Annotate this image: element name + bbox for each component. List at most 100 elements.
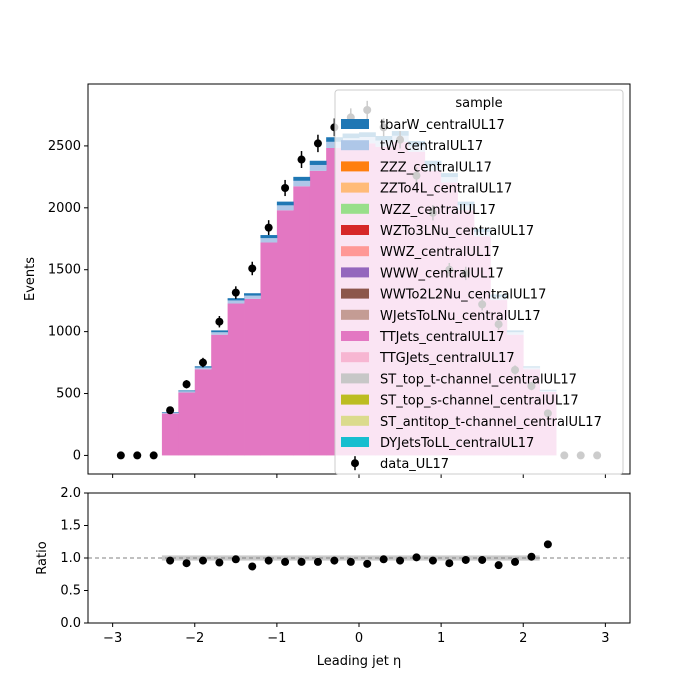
legend-swatch (341, 246, 369, 257)
x-tick-label: 1 (437, 631, 445, 646)
ratio-plot-panel: 0.0 0.5 1.0 1.5 2.0 −3 −2 −1 0 1 2 3 Ratio Leading … (35, 486, 631, 669)
legend-entry: tbarW_centralUL17 (341, 118, 505, 133)
hist-bar-ttjets-centralul17 (244, 298, 261, 456)
legend-label: ZZZ_centralUL17 (380, 160, 492, 175)
legend-swatch (341, 161, 369, 172)
hist-bar-tw-centralul17 (260, 238, 278, 243)
x-tick-label: 2 (519, 631, 527, 646)
legend-entry: ZZTo4L_centralUL17 (341, 182, 512, 197)
ratio-point (478, 555, 487, 564)
legend-label: WWZ_centralUL17 (380, 245, 500, 260)
ratio-point (494, 561, 503, 570)
hist-bar-ttjets-centralul17 (178, 392, 196, 456)
legend-swatch (341, 394, 369, 405)
legend-entry: WZZ_centralUL17 (341, 203, 496, 218)
ratio-y-tick-label: 0.5 (60, 584, 81, 599)
legend-title: sample (455, 96, 502, 111)
hist-bar-ttjets-centralul17 (194, 369, 212, 456)
x-axis-label: Leading jet η (317, 654, 402, 669)
legend-entry: tW_centralUL17 (341, 139, 483, 154)
ratio-point (297, 557, 306, 566)
main-y-tick-label: 2000 (48, 201, 81, 216)
legend-entry: TTGJets_centralUL17 (341, 351, 515, 366)
data-point (264, 223, 273, 232)
ratio-point (396, 556, 405, 565)
main-y-tick-label: 0 (73, 448, 81, 463)
legend-entry: WZTo3LNu_centralUL17 (341, 224, 534, 239)
hist-bar-tbarw-centralul17 (178, 390, 196, 392)
x-tick-label: 3 (601, 631, 609, 646)
ratio-point (215, 558, 224, 567)
ratio-point (166, 556, 175, 565)
x-tick-label: −2 (185, 631, 204, 646)
legend-entry-data: data_UL17 (351, 456, 449, 472)
ratio-point (445, 559, 454, 568)
legend-label: ST_antitop_t-channel_centralUL17 (380, 415, 602, 430)
legend-swatch (341, 331, 369, 341)
ratio-point (198, 556, 207, 565)
legend-swatch (341, 203, 369, 214)
hist-bar-tw-centralul17 (244, 295, 261, 299)
hist-bar-tbarw-centralul17 (276, 201, 294, 206)
ratio-point (527, 552, 536, 561)
legend-label: TTGJets_centralUL17 (379, 351, 515, 366)
data-point (166, 406, 175, 415)
legend-entry: WWW_centralUL17 (341, 266, 504, 281)
legend-entry: WJetsToLNu_centralUL17 (341, 309, 541, 324)
main-y-axis-label: Events (23, 257, 38, 301)
hist-bar-tw-centralul17 (293, 180, 311, 187)
data-point (248, 264, 257, 273)
x-tick-label: 0 (355, 631, 363, 646)
hist-bar-tw-centralul17 (227, 300, 245, 304)
ratio-axis-ticks: 0.0 0.5 1.0 1.5 2.0 −3 −2 −1 0 1 2 3 (60, 486, 609, 646)
legend-swatch (341, 225, 369, 235)
legend-label: DYJetsToLL_centralUL17 (380, 436, 534, 451)
ratio-y-tick-label: 1.0 (60, 551, 81, 566)
legend-swatch (341, 119, 369, 129)
ratio-point (412, 553, 421, 562)
hist-bar-ttjets-centralul17 (293, 186, 311, 456)
ratio-point (231, 555, 240, 564)
ratio-points (166, 540, 552, 571)
data-point (116, 451, 125, 460)
main-y-tick-label: 500 (56, 387, 81, 402)
legend-swatch (341, 140, 369, 151)
legend-data-marker (351, 459, 359, 468)
legend: sample tbarW_centralUL17 tW_centralUL17 ZZ… (334, 89, 624, 475)
ratio-point (543, 540, 552, 549)
legend-entry: ST_antitop_t-channel_centralUL17 (341, 415, 602, 430)
ratio-point (264, 556, 273, 565)
legend-entry: WWTo2L2Nu_centralUL17 (341, 288, 546, 303)
legend-label: TTJets_centralUL17 (379, 330, 505, 345)
data-point (149, 451, 158, 460)
legend-swatch (341, 415, 369, 426)
legend-label: ST_top_t-channel_centralUL17 (380, 372, 577, 387)
ratio-point (461, 555, 470, 564)
main-y-tick-label: 2500 (48, 139, 81, 154)
x-tick-label: −3 (103, 631, 122, 646)
ratio-y-tick-label: 2.0 (60, 486, 81, 501)
legend-entry: ST_top_t-channel_centralUL17 (341, 372, 577, 387)
hist-bar-ttjets-centralul17 (309, 170, 327, 456)
legend-entry: WWZ_centralUL17 (341, 245, 500, 260)
hist-bar-ttjets-centralul17 (227, 303, 245, 456)
hist-bar-tw-centralul17 (211, 332, 229, 335)
legend-swatch (341, 437, 369, 447)
legend-label: tW_centralUL17 (380, 139, 483, 154)
data-point (281, 184, 290, 192)
data-point (198, 358, 207, 367)
legend-swatch (341, 288, 369, 299)
ratio-point (346, 557, 355, 566)
data-point (182, 380, 191, 389)
hist-bar-ttjets-centralul17 (276, 210, 294, 456)
ratio-point (363, 559, 372, 568)
ratio-point (428, 556, 437, 565)
legend-swatch (341, 373, 369, 384)
legend-box (334, 89, 624, 475)
hist-bar-tbarw-centralul17 (244, 293, 261, 296)
legend-entry: ST_top_s-channel_centralUL17 (341, 394, 579, 409)
hist-bar-tw-centralul17 (194, 367, 212, 370)
hist-bar-tbarw-centralul17 (260, 235, 278, 239)
ratio-y-tick-label: 1.5 (60, 519, 81, 534)
